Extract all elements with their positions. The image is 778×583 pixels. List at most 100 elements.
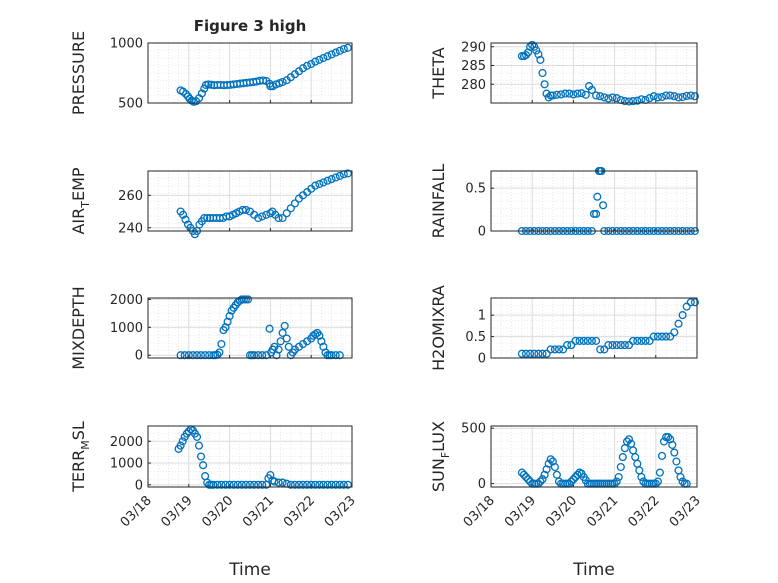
y-tick-label: 1000 (110, 321, 143, 336)
data-point (565, 89, 574, 98)
y-tick-label: 1000 (110, 37, 143, 52)
y-tick-label: 0 (135, 478, 143, 493)
x-tick-label: 03/21 (584, 493, 621, 530)
axes-box (147, 170, 353, 232)
y-axis-label: AIRTEMP (69, 167, 92, 234)
data-point (682, 91, 691, 100)
data-point (176, 441, 185, 450)
data-point (254, 480, 263, 489)
data-point (657, 332, 667, 341)
data-point (577, 89, 586, 98)
data-point (592, 336, 601, 345)
data-point (258, 212, 267, 221)
data-point (538, 349, 547, 358)
data-point (258, 351, 267, 360)
data-point (620, 97, 629, 106)
y-axis-label: PRESSURE (69, 31, 88, 115)
data-point (521, 349, 531, 358)
data-point (534, 349, 543, 358)
data-point (546, 455, 555, 464)
data-point (686, 298, 695, 307)
data-point (280, 321, 289, 330)
data-point (608, 93, 617, 102)
data-point (323, 480, 332, 489)
data-point (286, 204, 295, 213)
data-point (307, 59, 316, 69)
data-point (581, 90, 590, 99)
data-point (622, 437, 632, 446)
data-point (546, 345, 555, 354)
data-point (335, 46, 344, 55)
data-point (311, 480, 320, 489)
data-point (550, 345, 559, 354)
data-point (250, 480, 259, 489)
data-point (199, 461, 208, 470)
data-point (265, 324, 274, 333)
data-point (666, 332, 675, 341)
data-point (286, 480, 295, 489)
x-tick-label: 03/23 (322, 493, 359, 530)
y-tick-label: 2000 (110, 435, 143, 450)
data-point (666, 91, 675, 100)
data-point (524, 475, 533, 484)
data-point (616, 341, 625, 350)
data-point (653, 332, 662, 341)
data-point (559, 345, 568, 354)
data-point (604, 341, 613, 350)
data-point (678, 311, 687, 320)
y-axis-label: TERRMSL (69, 421, 92, 493)
data-point (203, 213, 212, 223)
data-point (307, 480, 316, 489)
data-point (209, 480, 218, 489)
data-point (690, 298, 699, 307)
y-tick-label: 0 (478, 477, 486, 492)
data-point (339, 480, 348, 489)
data-point (670, 328, 679, 337)
data-point (259, 76, 268, 85)
subplot-2: 280 285 290 THETA (429, 40, 699, 106)
y-axis-label: MIXDEPTH (69, 286, 88, 369)
data-point (668, 440, 677, 449)
data-point (217, 339, 226, 349)
data-point (319, 53, 328, 63)
data-point (237, 480, 246, 489)
data-point (599, 201, 608, 210)
data-point (662, 332, 671, 341)
data-point (633, 96, 642, 105)
data-point (243, 295, 253, 304)
x-axis-label-right: Time (572, 560, 615, 580)
axes-box (490, 42, 698, 104)
data-point (311, 181, 320, 190)
data-point (526, 349, 535, 358)
data-point (653, 93, 662, 102)
data-point (278, 328, 287, 337)
data-point (604, 94, 613, 103)
data-point (624, 341, 634, 350)
data-point (327, 50, 336, 59)
data-point (629, 97, 638, 106)
data-point (616, 462, 625, 472)
data-point (664, 433, 673, 442)
data-point (521, 472, 531, 482)
data-point (258, 480, 267, 489)
data-point (592, 209, 601, 218)
y-tick-label: 0 (135, 349, 143, 364)
data-point (612, 341, 621, 350)
data-point (567, 341, 576, 350)
data-point (343, 169, 352, 178)
data-point (278, 213, 287, 223)
data-point (657, 451, 667, 460)
data-point (339, 44, 348, 54)
data-point (678, 477, 687, 486)
data-point (608, 341, 617, 350)
data-point (538, 475, 547, 484)
data-point (319, 480, 328, 489)
data-point (561, 89, 570, 98)
x-tick-label: 03/22 (281, 493, 318, 530)
data-point (567, 477, 576, 486)
y-tick-label: 0 (478, 225, 486, 240)
y-axis-label: SUNFLUX (429, 421, 452, 492)
x-tick-label: 03/18 (118, 493, 155, 530)
data-point (519, 470, 529, 479)
data-point (298, 64, 308, 73)
